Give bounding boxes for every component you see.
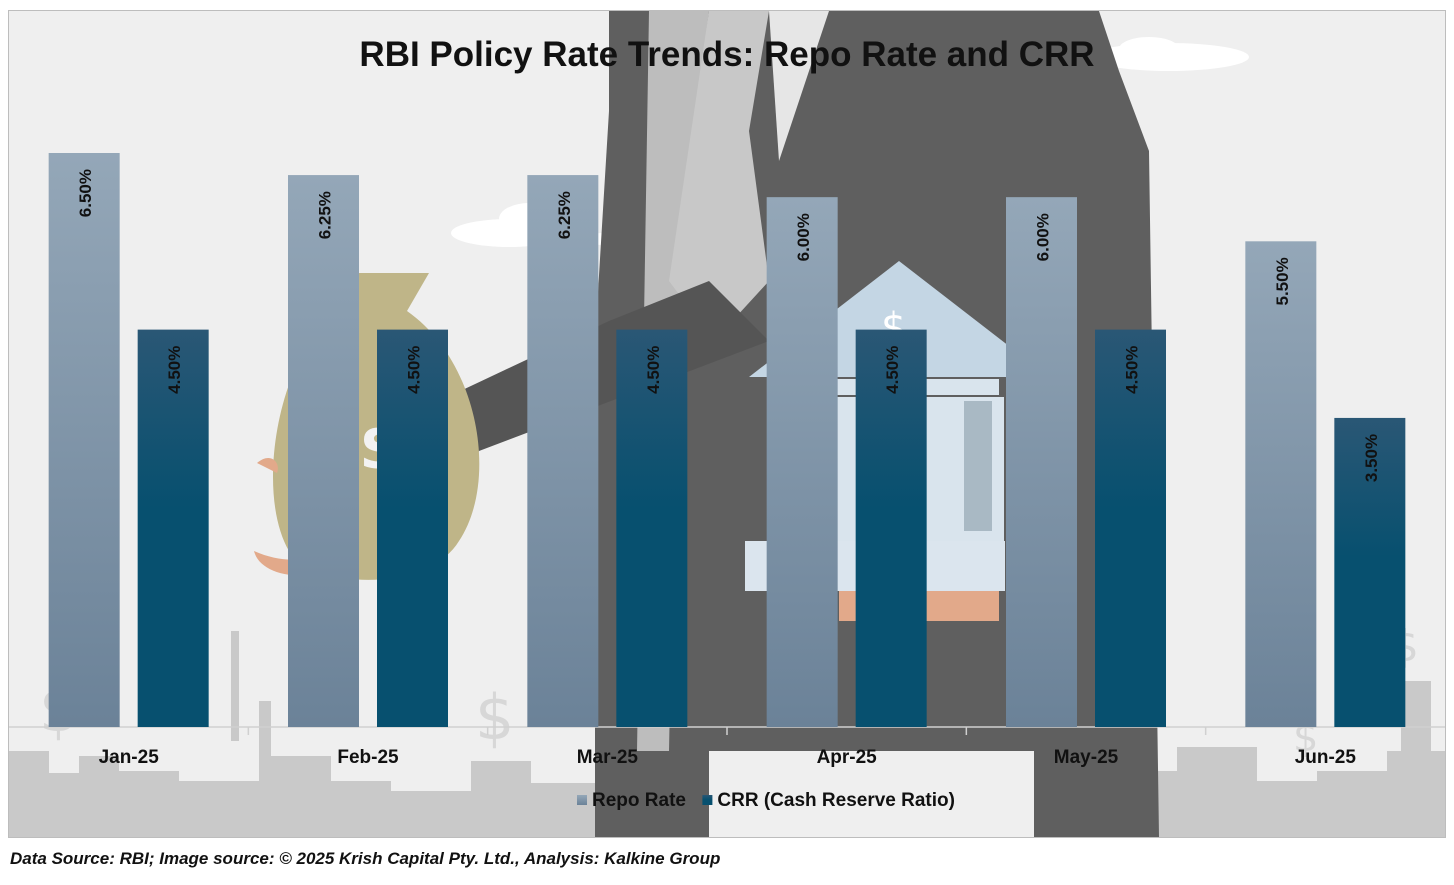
x-tick-label: Feb-25	[337, 747, 399, 768]
legend-swatch	[577, 795, 587, 805]
crr-bar	[377, 329, 448, 727]
x-tick-label: Apr-25	[817, 747, 878, 768]
data-label: 6.00%	[794, 213, 813, 261]
repo-rate-bar	[1245, 241, 1317, 728]
legend-label: CRR (Cash Reserve Ratio)	[717, 790, 955, 811]
plot-area: 6.50% 4.50% Jan-25 6.25% 4.50% Feb-25 6.25% 4.5…	[9, 153, 1445, 768]
crr-bar	[855, 329, 927, 727]
dollar-sign-icon: $	[475, 681, 514, 754]
repo-rate-bar	[1006, 197, 1077, 728]
chart-title: RBI Policy Rate Trends: Repo Rate and CR…	[359, 35, 1094, 74]
legend-label: Repo Rate	[592, 790, 686, 811]
x-tick-label: May-25	[1054, 747, 1119, 768]
repo-rate-bar	[527, 175, 599, 728]
crr-bar	[1334, 417, 1406, 727]
crr-bar	[137, 329, 209, 727]
data-label: 4.50%	[165, 346, 184, 394]
chart: $ $ $ $ $	[9, 11, 1445, 837]
chart-legend: Repo Rate CRR (Cash Reserve Ratio)	[577, 790, 955, 811]
repo-rate-bar	[288, 175, 359, 728]
data-label: 6.50%	[76, 169, 95, 217]
data-label: 4.50%	[644, 346, 663, 394]
x-tick-label: Mar-25	[577, 747, 639, 768]
data-label: 6.25%	[316, 191, 335, 239]
data-label: 5.50%	[1273, 257, 1292, 305]
data-label: 6.25%	[555, 191, 574, 239]
chart-frame: $ $ $ $ $	[8, 10, 1446, 838]
data-label: 4.50%	[883, 346, 902, 394]
crr-bar	[616, 329, 688, 727]
data-label: 4.50%	[1123, 346, 1142, 394]
data-label: 3.50%	[1362, 434, 1381, 482]
data-label: 4.50%	[405, 346, 424, 394]
crr-bar	[1095, 329, 1166, 727]
source-note: Data Source: RBI; Image source: © 2025 K…	[10, 849, 721, 868]
repo-rate-bar	[48, 153, 120, 727]
x-tick-label: Jun-25	[1295, 747, 1357, 768]
background-illustration: $ $ $ $ $	[9, 11, 1445, 837]
data-label: 6.00%	[1034, 213, 1053, 261]
legend-swatch	[702, 795, 713, 805]
repo-rate-bar	[766, 197, 838, 728]
x-tick-label: Jan-25	[99, 747, 160, 768]
